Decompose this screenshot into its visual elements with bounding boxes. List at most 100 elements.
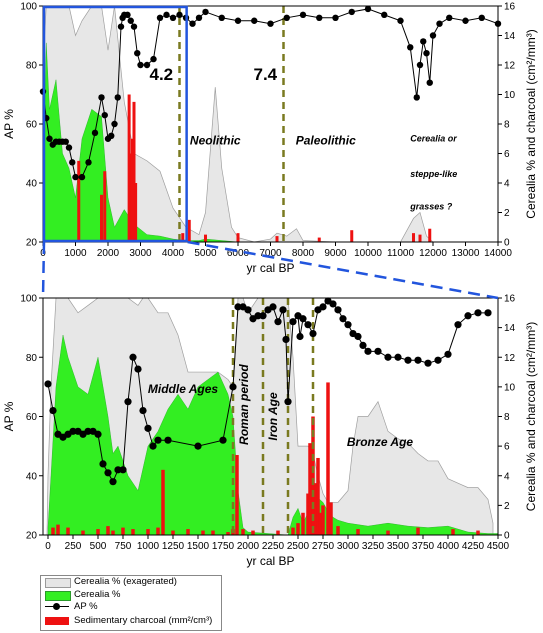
y2-tick-label: 0 — [504, 238, 510, 249]
charcoal-bar — [161, 469, 165, 535]
ap-point — [94, 430, 102, 438]
y2-axis-label: Cerealia % and charcoal (cm²/mm³) — [524, 322, 538, 511]
ap-point — [414, 356, 422, 364]
y2-tick-label: 10 — [504, 90, 516, 101]
x-tick-label: 8000 — [292, 248, 315, 259]
ap-point — [69, 427, 77, 435]
legend-label-cerealia: Cerealia % — [74, 589, 121, 600]
legend-label-charcoal: Sedimentary charcoal (mm²/cm³) — [74, 615, 213, 626]
zoom-connector-left — [41, 241, 46, 299]
x-tick-label: 10000 — [354, 248, 382, 259]
charcoal-bar — [336, 526, 340, 535]
charcoal-bar — [314, 483, 318, 535]
y2-tick-label: 12 — [504, 353, 516, 364]
ap-point — [251, 17, 258, 24]
legend-label-cerealia-exagerated: Cerealia % (exagerated) — [74, 576, 177, 587]
charcoal-bar — [301, 512, 305, 535]
ap-point — [404, 356, 412, 364]
series-cerealia-exagerated-area — [42, 5, 498, 243]
charcoal-bar — [416, 527, 420, 535]
y2-tick-label: 6 — [504, 442, 510, 453]
ap-point — [84, 427, 92, 435]
y2-tick-label: 8 — [504, 412, 510, 423]
ap-point — [424, 359, 432, 367]
charcoal-bar — [226, 532, 230, 535]
annotation-label: grasses ? — [409, 202, 453, 212]
charcoal-bar — [211, 530, 215, 535]
charcoal-bar — [276, 530, 280, 535]
charcoal-bar — [186, 529, 190, 535]
charcoal-bar — [171, 530, 175, 535]
ap-point — [134, 365, 142, 373]
zoom-box — [42, 5, 188, 243]
ap-point — [150, 55, 157, 63]
y-tick-label: 80 — [26, 353, 38, 364]
ap-point — [309, 329, 317, 338]
charcoal-bar — [134, 183, 138, 242]
ap-point — [329, 300, 337, 308]
ap-point — [169, 14, 177, 21]
legend-marker-ap — [53, 603, 60, 610]
ap-point — [134, 50, 141, 57]
y-tick-label: 40 — [26, 179, 38, 190]
charcoal-bar — [235, 455, 239, 535]
x-axis-label: yr cal BP — [246, 554, 294, 568]
charcoal-bar — [251, 530, 255, 535]
ap-point — [49, 406, 57, 415]
x-tick-label: 250 — [65, 541, 82, 552]
charcoal-bar — [66, 527, 70, 535]
x-tick-label: 1250 — [162, 541, 185, 552]
ap-point — [429, 32, 437, 39]
charcoal-bar — [316, 457, 320, 535]
ap-point — [416, 61, 424, 69]
ap-point — [194, 442, 202, 450]
x-tick-label: 2000 — [97, 248, 120, 259]
charcoal-bar — [131, 529, 135, 535]
charcoal-bar — [350, 230, 354, 242]
charcoal-bar — [100, 194, 103, 242]
x-tick-label: 13000 — [452, 248, 480, 259]
annotation-label: Iron Age — [266, 392, 280, 441]
ap-point — [91, 129, 99, 137]
ap-point — [72, 173, 79, 181]
ap-point — [154, 436, 162, 444]
ap-point — [65, 144, 73, 151]
ap-point — [119, 466, 127, 474]
x-tick-label: 2250 — [262, 541, 285, 552]
charcoal-bar — [187, 219, 191, 242]
x-tick-label: 3000 — [129, 248, 152, 259]
ap-point — [46, 135, 53, 142]
charcoal-bar — [236, 233, 240, 242]
ap-point — [274, 318, 282, 326]
ap-point — [284, 398, 292, 406]
ap-point — [348, 8, 355, 16]
y2-tick-label: 14 — [504, 323, 516, 334]
ap-point — [434, 356, 442, 364]
ap-point — [267, 20, 274, 27]
ap-point — [234, 17, 242, 24]
charcoal-bar — [306, 493, 310, 535]
charcoal-bar — [241, 529, 245, 535]
y2-tick-label: 2 — [504, 208, 510, 219]
y2-tick-label: 4 — [504, 179, 510, 190]
charcoal-bar — [356, 529, 360, 535]
ap-point — [109, 478, 117, 486]
charcoal-bar — [308, 443, 312, 535]
x-tick-label: 11000 — [387, 248, 415, 259]
x-tick-label: 0 — [45, 541, 51, 552]
ap-point — [202, 8, 209, 16]
ap-point — [139, 406, 147, 415]
ap-point — [359, 341, 367, 349]
charcoal-bar — [127, 94, 131, 242]
charcoal-bar — [156, 527, 160, 535]
y2-tick-label: 6 — [504, 149, 510, 160]
ap-point — [259, 312, 267, 320]
charcoal-bar — [329, 502, 333, 535]
ap-point — [144, 424, 152, 432]
x-tick-label: 12000 — [419, 248, 447, 259]
ap-point — [364, 5, 372, 13]
ap-point — [62, 138, 69, 145]
ap-point — [384, 353, 392, 361]
annotation-label: Bronze Age — [347, 435, 414, 449]
